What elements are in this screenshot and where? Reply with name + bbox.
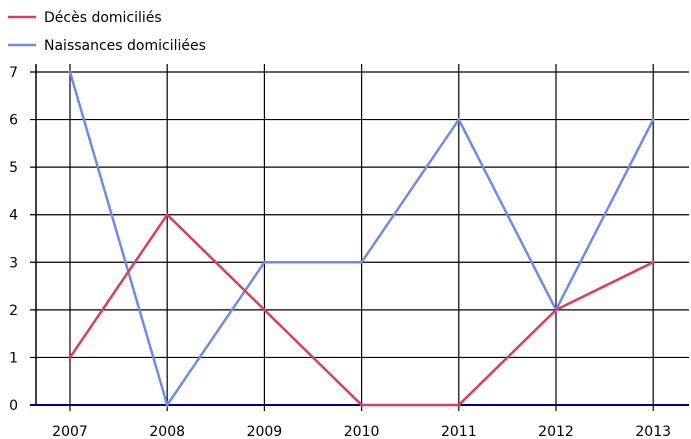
data-point xyxy=(360,403,364,407)
data-point xyxy=(262,260,266,264)
data-point xyxy=(457,118,461,122)
y-tick-label: 3 xyxy=(9,255,18,271)
legend-entry-naissances: Naissances domiciliées xyxy=(8,38,206,54)
y-tick-label: 2 xyxy=(9,303,18,319)
x-tick-label: 2009 xyxy=(247,424,283,439)
tick-labels: 0 1 2 3 4 5 6 7 2007 2008 2009 2010 2011 2012 2013 xyxy=(9,65,671,439)
series-lines xyxy=(68,70,655,408)
x-tick-label: 2008 xyxy=(149,424,185,439)
data-point xyxy=(360,260,364,264)
y-tick-label: 6 xyxy=(9,113,18,129)
data-point xyxy=(554,308,558,312)
legend-label-naissances: Naissances domiciliées xyxy=(44,38,206,54)
x-tick-label: 2010 xyxy=(344,424,380,439)
data-point xyxy=(651,118,655,122)
y-tick-label: 4 xyxy=(9,208,18,224)
legend-label-deces: Décès domiciliés xyxy=(44,10,162,26)
x-tick-label: 2012 xyxy=(538,424,574,439)
data-point xyxy=(165,213,169,217)
x-tick-label: 2007 xyxy=(52,424,88,439)
legend-entry-deces: Décès domiciliés xyxy=(8,10,162,26)
y-tick-label: 7 xyxy=(9,65,18,81)
x-tick-label: 2011 xyxy=(441,424,477,439)
axes xyxy=(30,64,689,406)
data-point xyxy=(457,403,461,407)
data-point xyxy=(68,70,72,74)
data-point xyxy=(165,403,169,407)
data-point xyxy=(651,260,655,264)
x-tick-label: 2013 xyxy=(635,424,671,439)
y-tick-label: 1 xyxy=(9,350,18,366)
y-tick-label: 5 xyxy=(9,160,18,176)
legend: Décès domiciliés Naissances domiciliées xyxy=(8,10,206,54)
grid xyxy=(30,64,689,411)
data-point xyxy=(262,308,266,312)
data-point xyxy=(68,355,72,359)
y-tick-label: 0 xyxy=(9,398,18,414)
